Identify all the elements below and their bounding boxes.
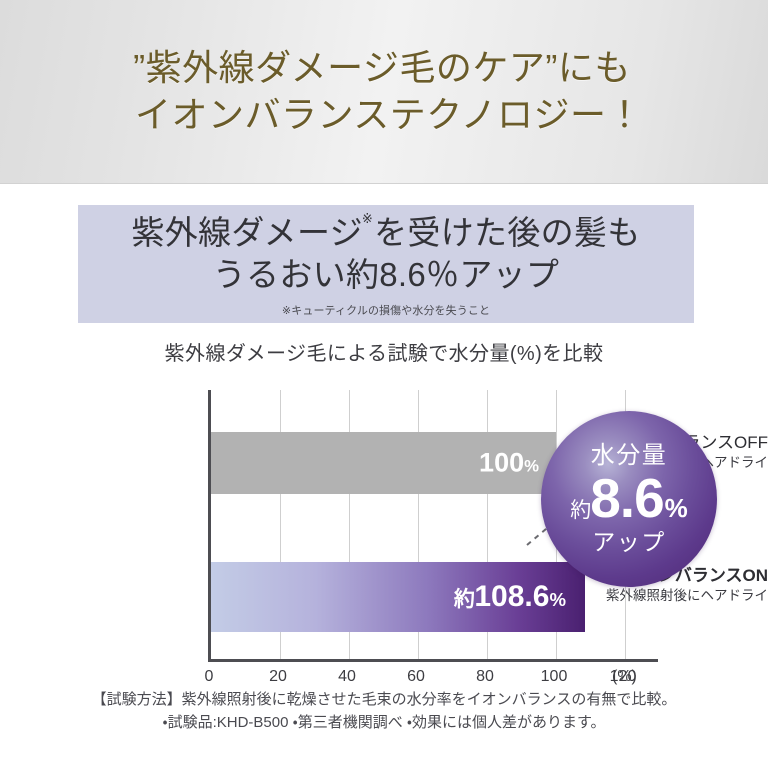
xaxis-unit-label: (%) — [612, 668, 637, 685]
claim-banner: 紫外線ダメージ※を受けた後の髪も うるおい約8.6％アップ ※キューティクルの損… — [78, 205, 694, 323]
claim-line-1: 紫外線ダメージ※を受けた後の髪も — [131, 211, 641, 253]
chart-subtitle: 紫外線ダメージ毛による試験で水分量(%)を比較 — [164, 343, 604, 365]
xtick-100: 100 — [540, 668, 568, 685]
gridline-40 — [349, 390, 350, 659]
header-line-1: ”紫外線ダメージ毛のケア”にも — [133, 47, 631, 89]
claim-line-2: うるおい約8.6％アップ — [212, 256, 560, 293]
gridline-80 — [487, 390, 488, 659]
plot-area: 100% 約108.6% — [208, 390, 658, 662]
xtick-0: 0 — [204, 668, 214, 685]
category-on-sub: 紫外線照射後にヘアドライ — [606, 587, 768, 603]
badge-value: 8.6 — [590, 467, 664, 529]
moisture-badge: 水分量 約 8.6% アップ — [541, 411, 717, 587]
xtick-120: 120 — [609, 668, 637, 685]
xtick-80: 80 — [476, 668, 494, 685]
claim-footnote: ※キューティクルの損傷や水分を失うこと — [281, 304, 491, 317]
bar-ion-balance-off: 100% — [211, 432, 556, 494]
gridline-60 — [418, 390, 419, 659]
footnote-line-1: 【試験方法】紫外線照射後に乾燥させた毛束の水分率をイオンバランスの有無で比較。 — [91, 691, 677, 708]
header-line-2: イオンバランステクノロジー！ — [134, 93, 644, 135]
bar-value-on-approx: 約 — [453, 588, 475, 611]
gridline-20 — [280, 390, 281, 659]
asterisk-marker: ※ — [361, 211, 374, 227]
bar-chart: イオンバランスOFF 紫外線照射後にヘアドライ イオンバランスON 紫外線照射後… — [0, 380, 768, 685]
footnote-line-2: ・試験品:KHD-B500 ・第三者機関調べ ・効果には個人差があります。 — [162, 714, 606, 732]
bar-ion-balance-on: 約108.6% — [211, 562, 585, 632]
footnotes-block: 【試験方法】紫外線照射後に乾燥させた毛束の水分率をイオンバランスの有無で比較。 … — [0, 688, 768, 735]
header-banner: ”紫外線ダメージ毛のケア”にも イオンバランステクノロジー！ — [0, 0, 768, 184]
bar-value-on-number: 108.6 — [474, 580, 550, 613]
bar-value-off-number: 100 — [479, 447, 525, 478]
bar-value-on: 約108.6% — [454, 582, 566, 612]
badge-approx: 約 — [570, 499, 592, 522]
badge-value-row: 約 8.6% — [570, 471, 688, 526]
xtick-60: 60 — [407, 668, 425, 685]
badge-title: 水分量 — [590, 442, 668, 469]
xtick-20: 20 — [269, 668, 287, 685]
badge-unit: % — [664, 493, 688, 523]
badge-suffix: アップ — [592, 529, 666, 555]
claim-line-1-part-b: を受けた後の髪も — [374, 214, 641, 252]
xtick-40: 40 — [338, 668, 356, 685]
bar-value-on-unit: % — [549, 589, 566, 610]
bar-value-off: 100% — [479, 447, 539, 478]
bar-value-off-unit: % — [524, 456, 539, 476]
claim-line-1-part-a: 紫外線ダメージ — [131, 214, 363, 252]
